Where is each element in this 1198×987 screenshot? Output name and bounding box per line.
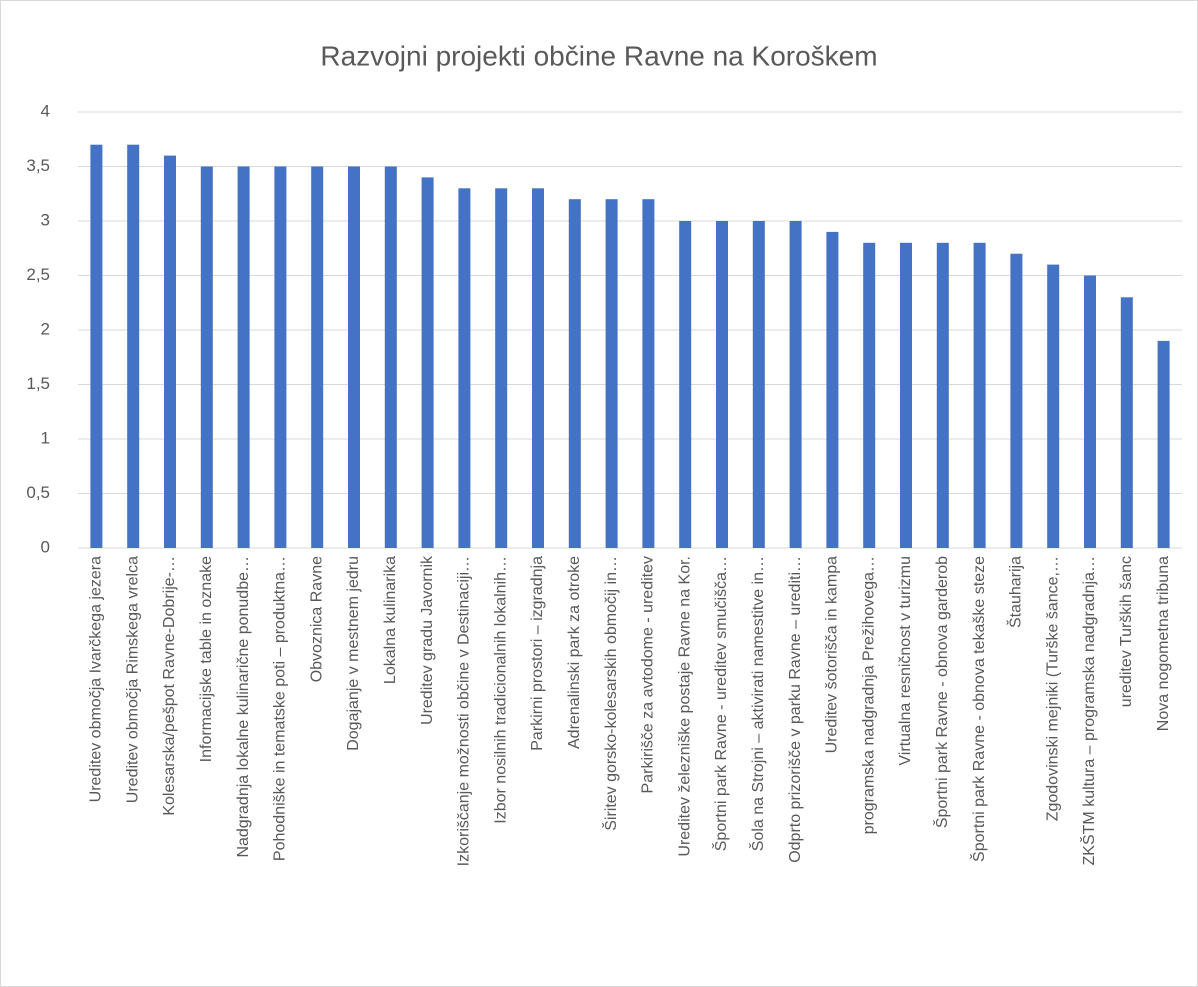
y-tick-label: 3,5 (26, 156, 50, 175)
x-tick-label: Športni park Ravne - ureditev smučišča… (711, 556, 730, 851)
x-tick-label: Nova nogometna tribuna (1155, 556, 1172, 731)
bar (200, 166, 213, 548)
y-tick-label: 1 (41, 428, 50, 447)
bar (679, 221, 692, 548)
x-tick-label: Informacijske table in oznake (198, 556, 215, 762)
y-tick-label: 0 (41, 537, 50, 556)
bar (1010, 253, 1023, 548)
x-tick-label: Šola na Strojni – aktivirati namestitve … (748, 556, 767, 851)
x-tick-label: ZKŠTM kultura – programska nadgradnja… (1079, 556, 1098, 865)
bar (237, 166, 250, 548)
y-tick-label: 3 (41, 210, 50, 229)
bar (90, 144, 103, 548)
bar (900, 242, 912, 549)
x-tick-label: Parkirišče za avtodome - ureditev (640, 556, 657, 793)
bar (384, 166, 397, 548)
y-tick-label: 2,5 (26, 265, 50, 284)
bar (164, 155, 176, 548)
bar (348, 166, 360, 548)
bar (826, 231, 839, 548)
x-tick-label: Ureditev območja Rimskega vrelca (124, 556, 141, 803)
x-tick-label: Ureditev železniške postaje Ravne na Kor… (676, 556, 693, 857)
bar (1157, 340, 1170, 548)
x-tick-label: ureditev Turških šanc (1118, 556, 1135, 707)
bar (421, 177, 434, 548)
bar (495, 188, 508, 549)
x-tick-label: Parkirni prostori – izgradnja (529, 556, 546, 751)
x-tick-label: programska nadgradnja Prežihovega… (860, 556, 877, 834)
x-tick-label: Športni park Ravne - obnova tekaške stez… (969, 556, 988, 862)
x-tick-label: Dogajanje v mestnem jedru (345, 556, 362, 751)
bar (936, 242, 949, 549)
x-tick-label: Štauharija (1006, 556, 1025, 628)
x-tick-label: Ureditev območja Ivarčkega jezera (88, 556, 105, 802)
x-tick-label: Odprto prizorišče v parku Ravne – uredit… (787, 556, 804, 863)
bar (1047, 264, 1060, 548)
y-tick-label: 1,5 (26, 374, 50, 393)
x-tick-label: Obvoznica Ravne (308, 556, 325, 682)
x-tick-label: Kolesarska/pešpot Ravne-Dobrije-… (161, 556, 178, 816)
y-tick-label: 4 (41, 101, 50, 120)
bar (274, 166, 287, 548)
bar (127, 144, 140, 548)
bar (642, 199, 655, 548)
bar (863, 242, 876, 549)
bar (605, 199, 618, 548)
y-tick-label: 2 (41, 319, 50, 338)
x-tick-label: Ureditev gradu Javornik (419, 555, 436, 725)
bar (716, 221, 728, 548)
chart-title: Razvojni projekti občine Ravne na Korošk… (320, 40, 877, 71)
y-tick-label: 0,5 (26, 483, 50, 502)
bar (311, 166, 324, 548)
x-tick-label: Izbor nosilnih tradicionalnih lokalnih… (492, 556, 509, 824)
bar (752, 221, 765, 548)
x-tick-label: Širitev gorsko-kolesarskih območij in… (601, 556, 620, 831)
bar (568, 199, 581, 548)
x-tick-label: Adrenalinski park za otroke (566, 556, 583, 749)
x-tick-label: Športni park Ravne - obnova garderob (932, 556, 951, 828)
bar (532, 188, 544, 549)
x-tick-label: Ureditev šotorišča in kampa (824, 556, 841, 754)
bar (458, 188, 471, 549)
bar (1084, 275, 1096, 548)
x-tick-label: Pohodniške in tematske poti – produktna… (272, 556, 289, 861)
x-tick-label: Lokalna kulinarika (382, 556, 399, 684)
x-tick-label: Izkoriščanje možnosti občine v Destinaci… (456, 556, 473, 866)
bar (1120, 297, 1133, 548)
x-tick-label: Zgodovinski mejniki (Turške šance,… (1044, 556, 1061, 821)
x-tick-label: Nadgradnja lokalne kulinarične ponudbe… (235, 556, 252, 858)
bar (973, 242, 986, 549)
bar (789, 221, 802, 548)
x-tick-label: Virtualna resničnost v turizmu (897, 556, 914, 766)
